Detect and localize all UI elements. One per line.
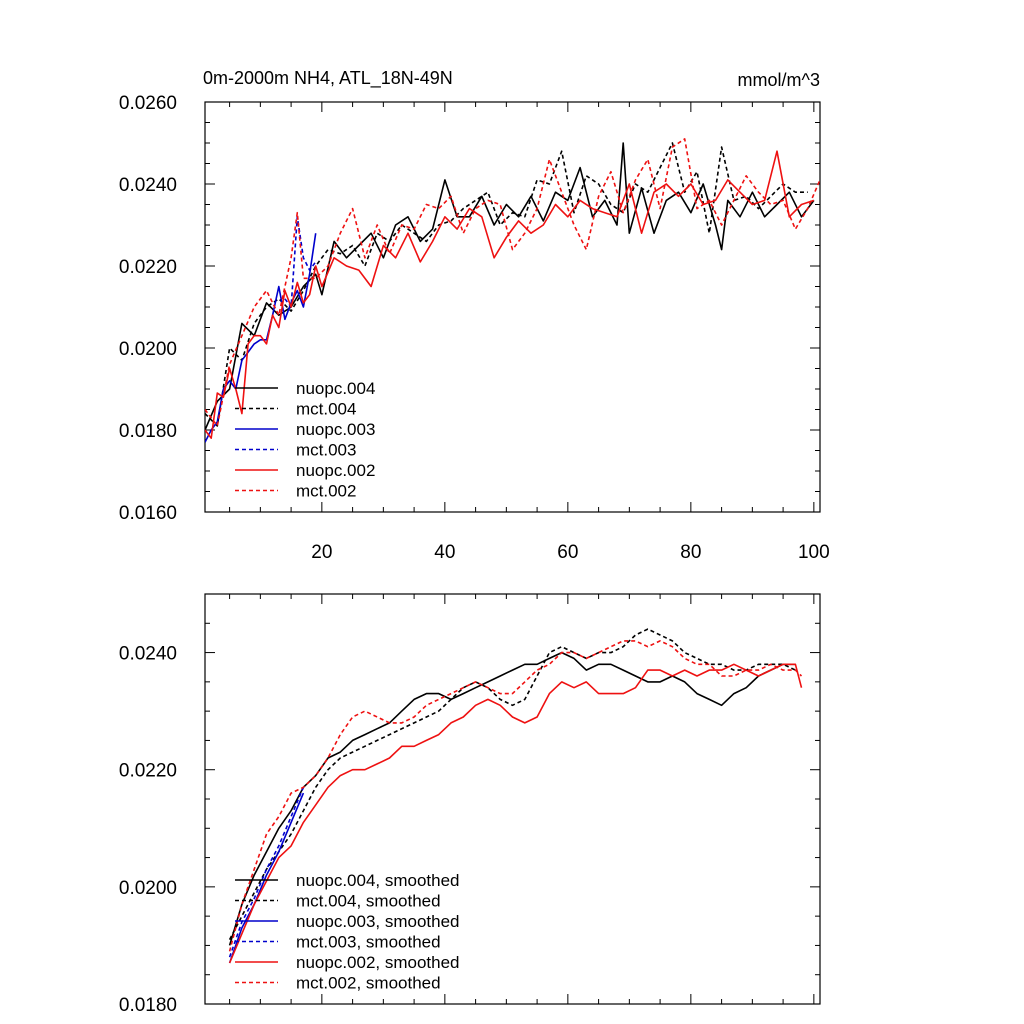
legend-label: mct.002 — [296, 482, 356, 501]
top-chart-title: 0m-2000m NH4, ATL_18N-49N — [203, 68, 453, 89]
legend-label: mct.003 — [296, 441, 356, 460]
x-tick-label: 40 — [434, 542, 455, 563]
legend-label: mct.003, smoothed — [296, 933, 441, 952]
legend-label: mct.004, smoothed — [296, 892, 441, 911]
y-tick-label: 0.0240 — [119, 175, 177, 196]
series-group — [228, 628, 803, 964]
series-line-mct-003-smoothed — [228, 786, 305, 958]
top-chart-units: mmol/m^3 — [738, 70, 820, 90]
x-tick-label: 60 — [557, 542, 578, 563]
series-line-mct-002 — [205, 138, 820, 427]
series-line-nuopc-003-smoothed — [228, 792, 305, 964]
legend-label: mct.004 — [296, 400, 356, 419]
series-line-mct-004-smoothed — [228, 628, 796, 940]
legend-label: mct.002, smoothed — [296, 974, 441, 993]
series-line-nuopc-003 — [205, 233, 317, 443]
series-group — [205, 138, 820, 443]
y-tick-label: 0.0260 — [119, 93, 177, 114]
legend-label: nuopc.002 — [296, 461, 375, 480]
legend-label: nuopc.003 — [296, 420, 375, 439]
legend-label: nuopc.002, smoothed — [296, 953, 460, 972]
series-line-nuopc-002-smoothed — [228, 663, 803, 964]
legend-label: nuopc.004, smoothed — [296, 871, 460, 890]
series-line-mct-004 — [205, 142, 808, 427]
x-tick-label: 20 — [311, 542, 332, 563]
y-tick-label: 0.0180 — [119, 995, 177, 1016]
y-tick-label: 0.0200 — [119, 339, 177, 360]
x-tick-label: 80 — [680, 542, 701, 563]
x-tick-label: 100 — [798, 542, 830, 563]
series-line-nuopc-004-smoothed — [228, 651, 796, 946]
legend-label: nuopc.004 — [296, 379, 375, 398]
bottom-panel: 0.0180 0.0200 0.0220 0.0240 nuopc.004, smoot… — [119, 593, 821, 1016]
y-tick-label: 0.0240 — [119, 644, 177, 665]
legend-label: nuopc.003, smoothed — [296, 912, 460, 931]
y-tick-label: 0.0200 — [119, 878, 177, 899]
y-tick-label: 0.0180 — [119, 421, 177, 442]
top-panel: 0m-2000m NH4, ATL_18N-49N mmol/m^3 20 40 6… — [119, 68, 830, 563]
series-line-mct-002-smoothed — [228, 640, 803, 952]
y-tick-label: 0.0220 — [119, 257, 177, 278]
y-tick-label: 0.0160 — [119, 503, 177, 524]
y-tick-label: 0.0220 — [119, 761, 177, 782]
